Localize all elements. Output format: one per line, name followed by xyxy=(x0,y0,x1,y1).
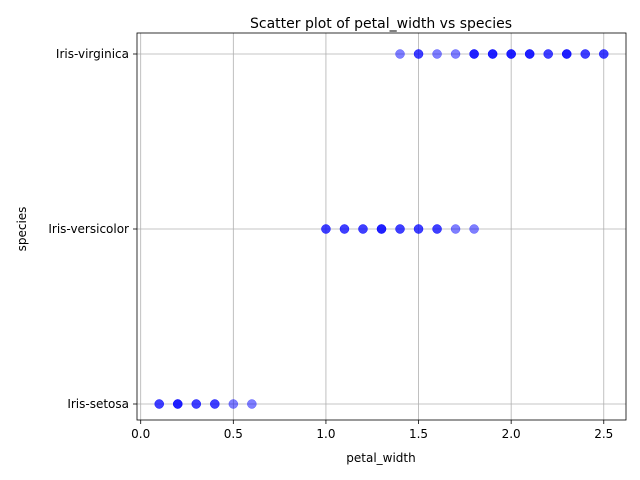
data-points xyxy=(154,49,609,409)
data-point xyxy=(247,399,257,409)
x-tick-label: 2.0 xyxy=(502,427,521,441)
data-point xyxy=(154,399,164,409)
y-axis-label: species xyxy=(15,207,29,252)
data-point xyxy=(413,224,424,234)
y-tick-label: Iris-setosa xyxy=(67,397,129,411)
data-point xyxy=(487,49,498,59)
x-tick-label: 1.5 xyxy=(409,427,428,441)
data-point xyxy=(395,49,405,59)
data-point xyxy=(210,399,220,409)
data-point xyxy=(191,399,202,409)
data-point xyxy=(376,224,387,234)
data-point xyxy=(173,399,183,409)
data-point xyxy=(450,224,461,234)
data-point xyxy=(524,49,535,59)
data-point xyxy=(339,224,350,234)
data-point xyxy=(469,224,479,234)
x-tick-label: 2.5 xyxy=(594,427,613,441)
y-tick-label: Iris-versicolor xyxy=(48,222,129,236)
x-tick-label: 0.5 xyxy=(224,427,243,441)
x-axis-label: petal_width xyxy=(346,451,415,465)
chart-title: Scatter plot of petal_width vs species xyxy=(250,16,512,32)
plot-frame xyxy=(136,32,627,421)
data-point xyxy=(469,49,479,59)
data-point xyxy=(321,224,331,234)
data-point xyxy=(580,49,590,59)
x-axis: 0.0 0.5 1.0 1.5 2.0 2.5 xyxy=(131,420,613,441)
data-point xyxy=(599,49,609,59)
data-point xyxy=(228,399,239,409)
data-point xyxy=(395,224,405,234)
x-tick-label: 0.0 xyxy=(131,427,150,441)
data-point xyxy=(413,49,424,59)
y-tick-label: Iris-virginica xyxy=(56,47,129,61)
data-point xyxy=(543,49,553,59)
data-point xyxy=(432,49,442,59)
x-tick-label: 1.0 xyxy=(316,427,335,441)
data-point xyxy=(432,224,442,234)
y-axis: Iris-setosa Iris-versicolor Iris-virginica xyxy=(48,47,137,411)
data-point xyxy=(561,49,572,59)
data-point xyxy=(450,49,461,59)
data-point xyxy=(358,224,368,234)
data-point xyxy=(506,49,516,59)
